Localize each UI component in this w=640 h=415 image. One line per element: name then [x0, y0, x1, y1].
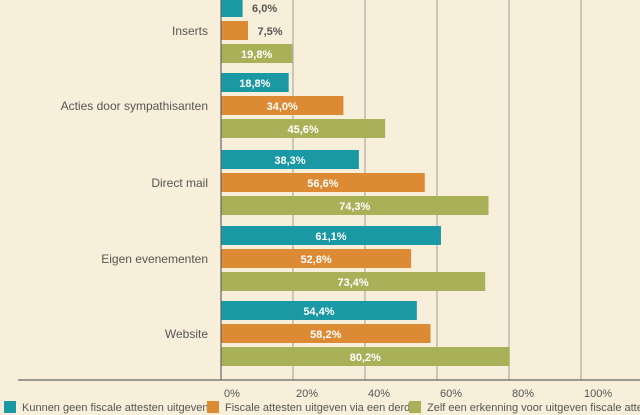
data-label: 58,2%	[310, 329, 341, 341]
bar	[221, 249, 412, 268]
bar	[221, 150, 359, 169]
bar	[221, 196, 489, 215]
bar	[221, 96, 344, 115]
legend-item-2: Fiscale attesten uitgeven via een derde	[207, 401, 416, 414]
data-label: 7,5%	[257, 26, 282, 38]
tick-label: 20%	[296, 388, 318, 400]
category-label: Acties door sympathisanten	[61, 99, 208, 113]
data-label: 18,8%	[239, 78, 270, 90]
bar	[221, 173, 425, 192]
legend-item-3: Zelf een erkenning voor uitgeven fiscale…	[409, 401, 640, 414]
data-label: 74,3%	[339, 201, 370, 213]
bar	[221, 119, 386, 138]
tick-label: 60%	[440, 388, 462, 400]
bar	[221, 21, 248, 40]
data-label: 6,0%	[252, 3, 277, 15]
legend-label-1: Kunnen geen fiscale attesten uitgeven	[22, 402, 209, 414]
category-label: Inserts	[172, 24, 208, 38]
data-label: 73,4%	[338, 277, 369, 289]
data-label: 45,6%	[287, 124, 318, 136]
data-label: 56,6%	[307, 178, 338, 190]
legend-item-1: Kunnen geen fiscale attesten uitgeven	[4, 401, 209, 414]
data-label: 52,8%	[300, 254, 331, 266]
data-label: 54,4%	[303, 306, 334, 318]
chart: 6,0% 7,5% 19,8% Inserts 18,8% 34,0% 45,6% Actie…	[18, 0, 640, 400]
bar	[221, 44, 293, 63]
data-label: 38,3%	[274, 155, 305, 167]
bar	[221, 73, 289, 92]
bar	[221, 0, 243, 17]
tick-label: 80%	[512, 388, 534, 400]
bar	[221, 347, 510, 366]
legend-swatch-1	[4, 401, 16, 413]
tick-label: 100%	[584, 388, 612, 400]
category-label: Website	[165, 327, 208, 341]
bar	[221, 272, 486, 291]
data-label: 80,2%	[350, 352, 381, 364]
data-label: 19,8%	[241, 49, 272, 61]
data-label: 61,1%	[315, 231, 346, 243]
legend-swatch-3	[409, 401, 421, 413]
bar	[221, 301, 417, 320]
legend-label-2: Fiscale attesten uitgeven via een derde	[225, 402, 417, 414]
tick-label: 40%	[368, 388, 390, 400]
tick-label: 0%	[224, 388, 240, 400]
data-label: 34,0%	[267, 101, 298, 113]
bar	[221, 324, 431, 343]
legend-swatch-2	[207, 401, 219, 413]
category-label: Eigen evenementen	[101, 252, 208, 266]
category-label: Direct mail	[151, 176, 208, 190]
legend-label-3: Zelf een erkenning voor uitgeven fiscale…	[427, 402, 640, 414]
bar	[221, 226, 441, 245]
legend: Kunnen geen fiscale attesten uitgeven Fi…	[0, 401, 640, 415]
